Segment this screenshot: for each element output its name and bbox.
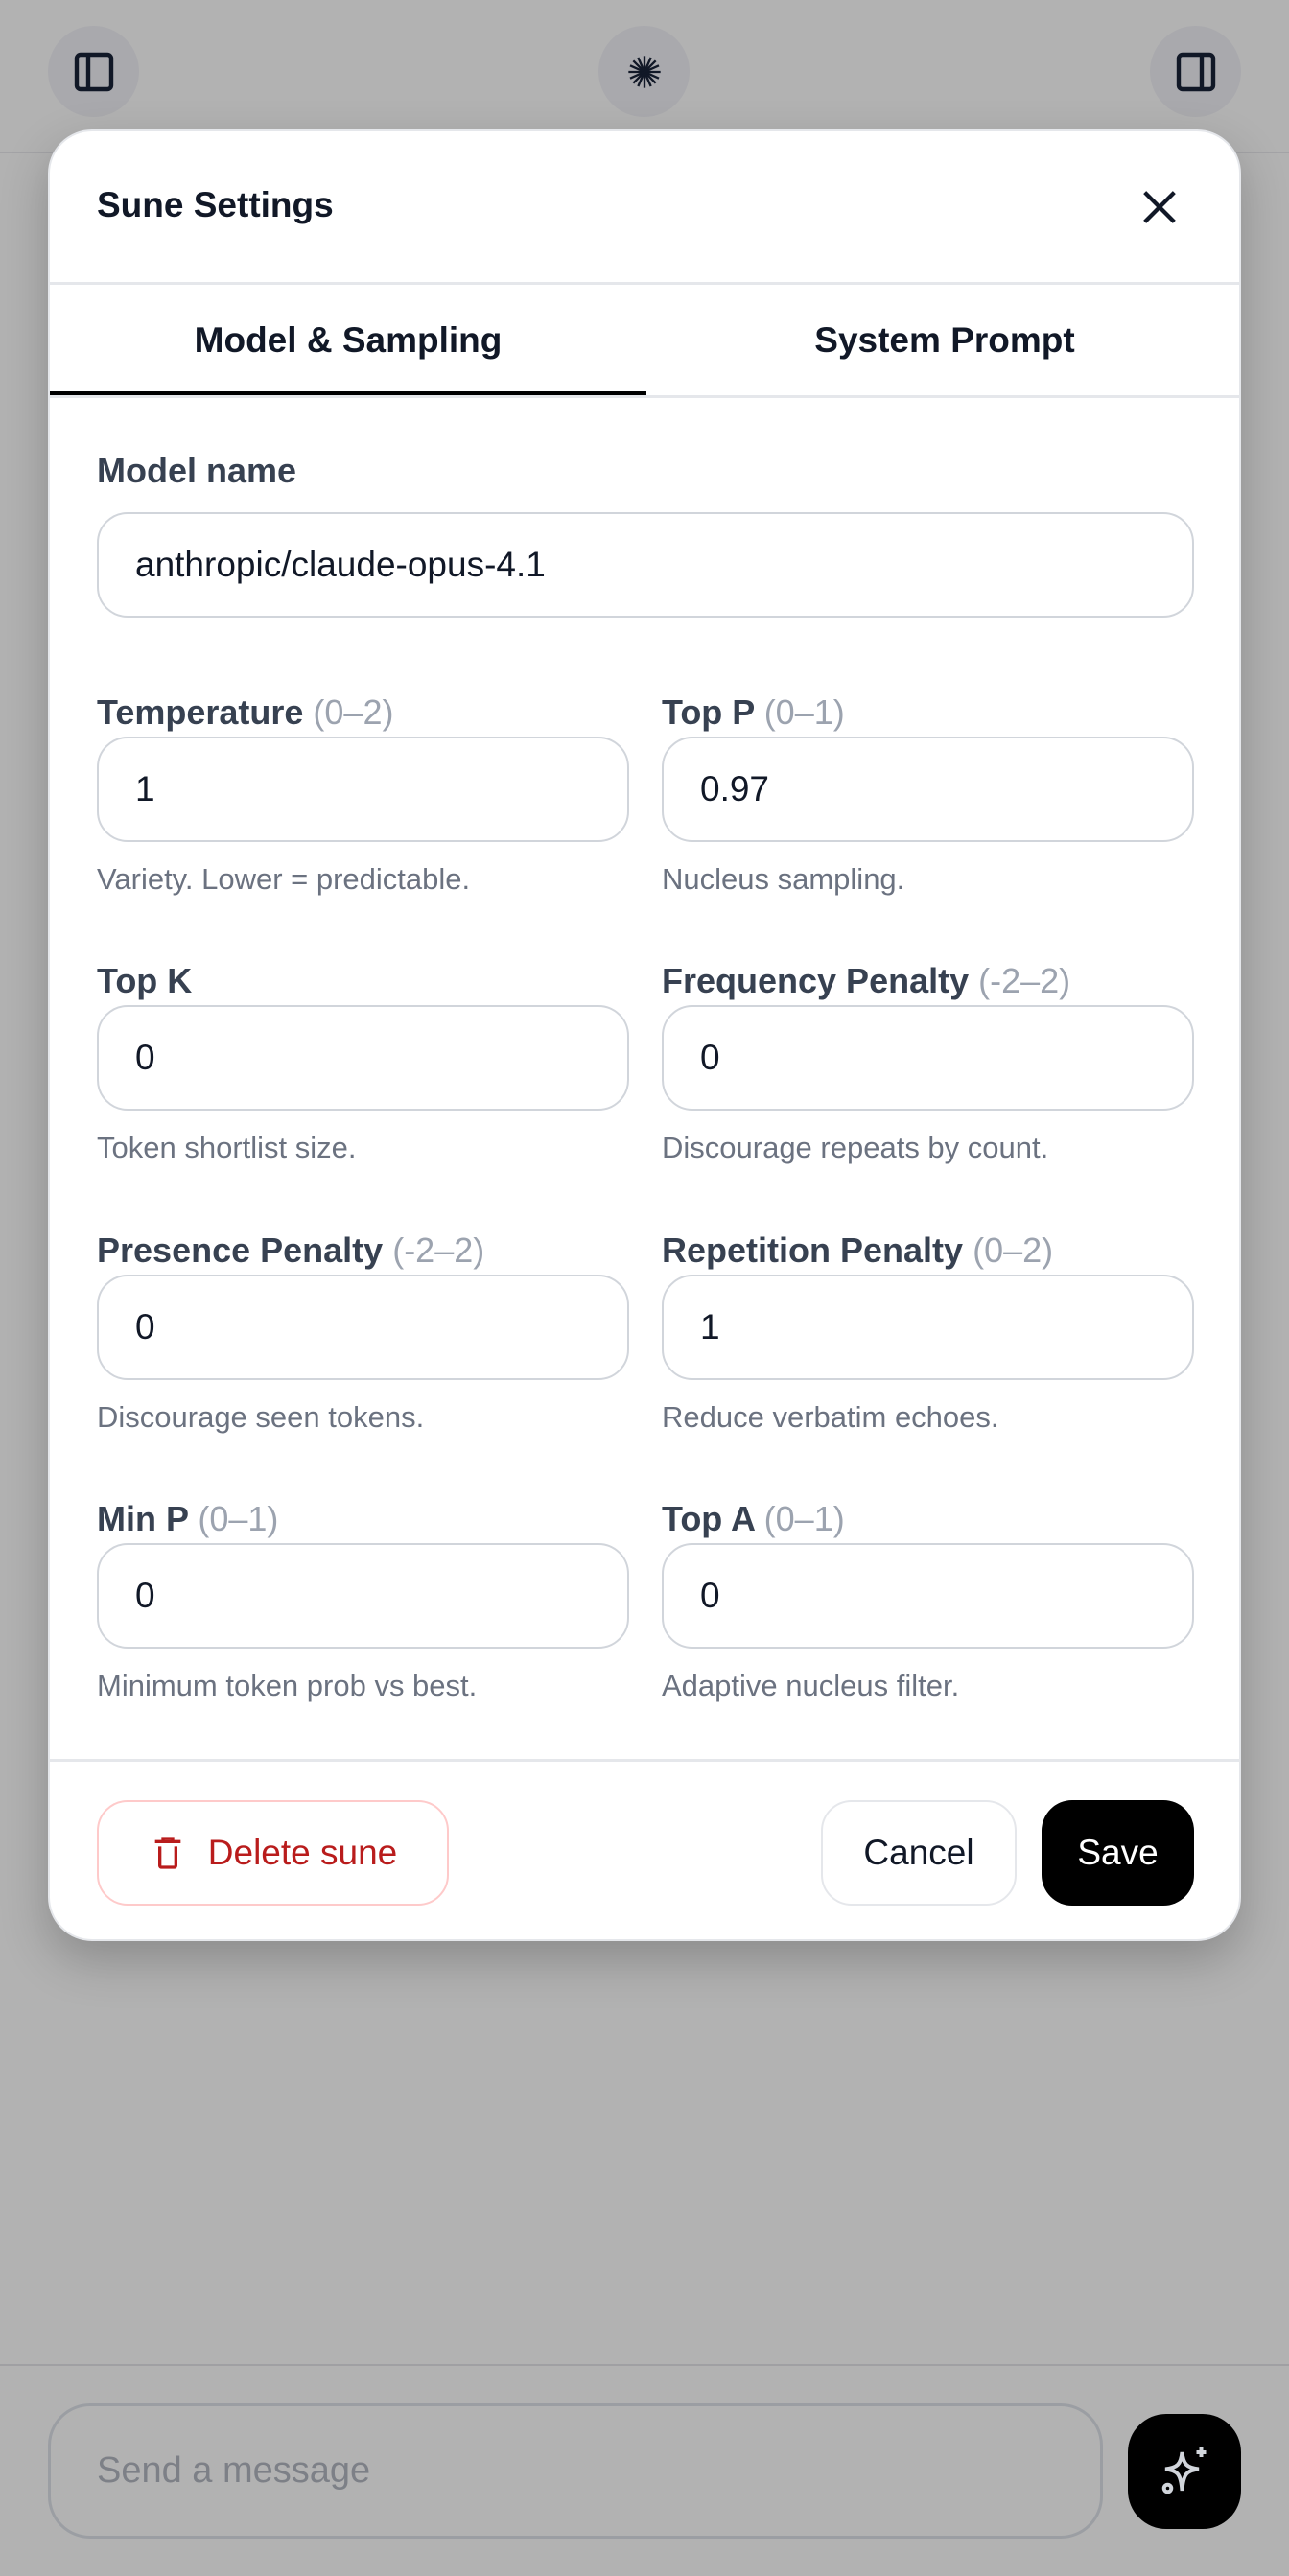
presence-penalty-range: (-2–2) — [392, 1230, 485, 1270]
save-button[interactable]: Save — [1042, 1800, 1194, 1906]
repetition-penalty-input[interactable]: 1 — [662, 1275, 1194, 1380]
frequency-penalty-range: (-2–2) — [978, 961, 1071, 1000]
top-a-range: (0–1) — [763, 1499, 845, 1538]
temperature-hint: Variety. Lower = predictable. — [97, 862, 471, 896]
repetition-penalty-label-text: Repetition Penalty — [662, 1230, 964, 1270]
cancel-button[interactable]: Cancel — [821, 1800, 1017, 1906]
right-sidebar-toggle[interactable] — [1150, 26, 1241, 117]
top-p-label-text: Top P — [662, 692, 755, 732]
top-k-label: Top K — [97, 961, 192, 1001]
presence-penalty-input[interactable]: 0 — [97, 1275, 629, 1380]
top-k-input[interactable]: 0 — [97, 1005, 629, 1111]
settings-modal: Sune Settings Model & Sampling System Pr… — [48, 129, 1241, 1941]
temperature-range: (0–2) — [313, 692, 394, 732]
temperature-label: Temperature (0–2) — [97, 692, 393, 733]
top-a-hint: Adaptive nucleus filter. — [662, 1669, 960, 1702]
delete-sune-button[interactable]: Delete sune — [97, 1800, 449, 1906]
temperature-label-text: Temperature — [97, 692, 304, 732]
footer-divider — [50, 1759, 1239, 1762]
close-icon[interactable] — [1137, 185, 1182, 229]
left-sidebar-toggle[interactable] — [48, 26, 139, 117]
repetition-penalty-range: (0–2) — [973, 1230, 1054, 1270]
sparkles-icon — [1161, 2447, 1207, 2494]
tab-system-prompt[interactable]: System Prompt — [814, 320, 1075, 360]
starburst-logo-icon — [627, 55, 661, 88]
frequency-penalty-label-text: Frequency Penalty — [662, 961, 970, 1000]
top-k-label-text: Top K — [97, 961, 193, 1000]
logo-button[interactable] — [598, 26, 690, 117]
title-divider — [50, 282, 1239, 285]
top-a-label: Top A (0–1) — [662, 1499, 845, 1539]
top-k-hint: Token shortlist size. — [97, 1131, 357, 1164]
message-input[interactable]: Send a message — [48, 2403, 1103, 2539]
sidebar-right-icon — [1176, 52, 1215, 91]
repetition-penalty-hint: Reduce verbatim echoes. — [662, 1400, 999, 1434]
min-p-label-text: Min P — [97, 1499, 189, 1538]
top-a-input[interactable]: 0 — [662, 1543, 1194, 1649]
composer-divider — [0, 2364, 1289, 2366]
frequency-penalty-input[interactable]: 0 — [662, 1005, 1194, 1111]
min-p-label: Min P (0–1) — [97, 1499, 278, 1539]
presence-penalty-hint: Discourage seen tokens. — [97, 1400, 425, 1434]
top-p-range: (0–1) — [763, 692, 845, 732]
repetition-penalty-label: Repetition Penalty (0–2) — [662, 1230, 1053, 1271]
frequency-penalty-label: Frequency Penalty (-2–2) — [662, 961, 1070, 1001]
top-p-label: Top P (0–1) — [662, 692, 845, 733]
sidebar-left-icon — [74, 52, 113, 91]
tab-model-sampling[interactable]: Model & Sampling — [50, 284, 646, 397]
trash-icon — [154, 1837, 181, 1869]
model-name-input[interactable]: anthropic/claude-opus-4.1 — [97, 512, 1194, 618]
tabs-divider — [50, 395, 1239, 398]
min-p-hint: Minimum token prob vs best. — [97, 1669, 478, 1702]
top-a-label-text: Top A — [662, 1499, 755, 1538]
presence-penalty-label-text: Presence Penalty — [97, 1230, 384, 1270]
presence-penalty-label: Presence Penalty (-2–2) — [97, 1230, 484, 1271]
top-p-hint: Nucleus sampling. — [662, 862, 905, 896]
min-p-input[interactable]: 0 — [97, 1543, 629, 1649]
top-p-input[interactable]: 0.97 — [662, 737, 1194, 842]
model-name-label: Model name — [97, 451, 297, 490]
frequency-penalty-hint: Discourage repeats by count. — [662, 1131, 1049, 1164]
modal-title: Sune Settings — [97, 185, 334, 224]
sparkles-button[interactable] — [1128, 2414, 1241, 2529]
min-p-range: (0–1) — [198, 1499, 279, 1538]
delete-sune-label: Delete sune — [207, 1833, 398, 1872]
temperature-input[interactable]: 1 — [97, 737, 629, 842]
